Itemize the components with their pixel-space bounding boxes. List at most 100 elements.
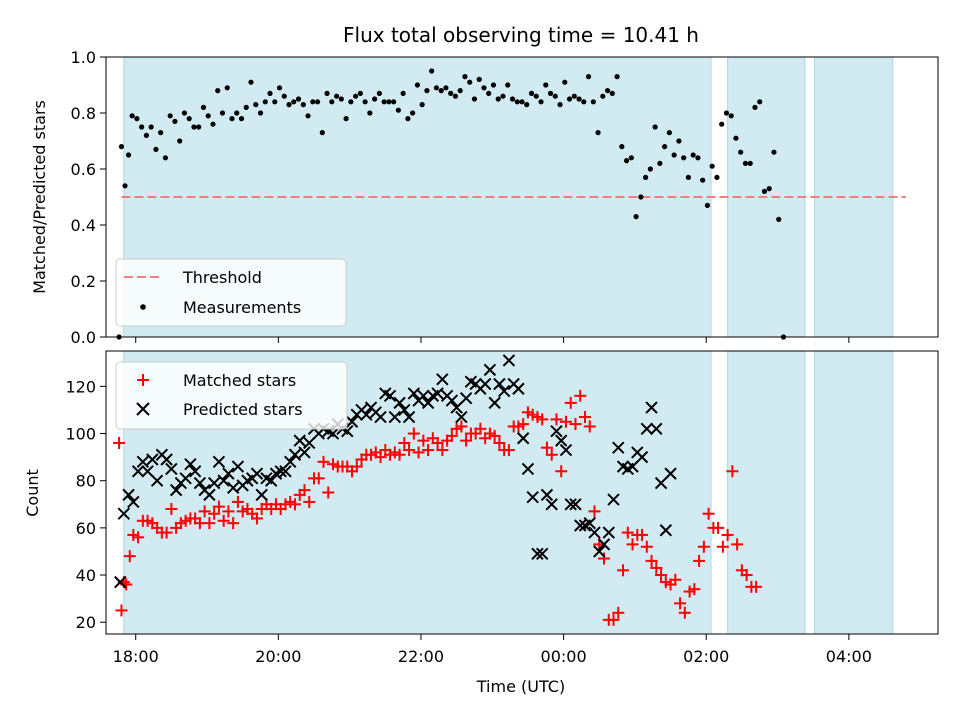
measurement-point — [719, 121, 725, 127]
measurement-point — [628, 155, 634, 161]
measurement-point — [410, 110, 416, 116]
measurement-point — [462, 74, 468, 80]
measurement-point — [761, 188, 768, 194]
bottom-y-tick-label: 100 — [65, 425, 96, 444]
matched-star-point — [198, 505, 211, 518]
matched-star-point — [113, 436, 126, 449]
predicted-star-point — [274, 465, 287, 478]
measurement-point — [205, 113, 211, 119]
predicted-star-point — [635, 450, 649, 464]
measurement-point — [248, 79, 254, 85]
measurement-point — [742, 160, 749, 166]
predicted-star-point — [593, 545, 606, 558]
measurement-point — [148, 124, 154, 130]
matched-star-point — [445, 429, 458, 442]
matched-star-point — [250, 512, 263, 525]
x-tick-label: 02:00 — [683, 647, 729, 666]
matched-star-point — [550, 413, 563, 426]
bottom-legend: Matched stars Predicted stars — [115, 361, 348, 430]
measurement-point — [122, 183, 128, 189]
matched-star-point — [393, 448, 406, 461]
measurement-point — [395, 107, 401, 113]
measurement-point — [623, 158, 630, 164]
measurement-point — [125, 152, 132, 158]
predicted-star-point — [564, 498, 577, 511]
measurement-point — [552, 93, 558, 99]
measurement-point — [747, 160, 753, 166]
measurement-point — [514, 99, 520, 105]
predicted-star-point — [374, 410, 387, 424]
predicted-legend-label: Predicted stars — [183, 400, 303, 419]
threshold-legend-label: Threshold — [182, 268, 262, 287]
matched-star-point — [640, 540, 653, 553]
matched-star-point — [536, 413, 549, 426]
predicted-star-point — [569, 498, 582, 511]
matched-star-point — [455, 420, 468, 433]
measurement-point — [643, 174, 649, 180]
matched-star-point — [222, 505, 235, 518]
measurement-point — [181, 110, 188, 116]
measurement-point — [333, 93, 340, 99]
matched-star-point — [298, 484, 311, 497]
matched-star-point — [678, 606, 691, 619]
predicted-star-point — [431, 387, 444, 400]
predicted-star-point — [650, 422, 663, 436]
bottom-y-tick-label: 80 — [76, 472, 96, 491]
measurement-point — [405, 116, 411, 122]
matched-star-point — [231, 495, 244, 508]
measurement-point — [367, 110, 373, 116]
measurement-point — [329, 99, 335, 105]
matched-star-point — [422, 444, 435, 457]
measurement-point — [229, 116, 235, 122]
matched-star-point — [607, 613, 620, 626]
matched-star-point — [474, 422, 487, 435]
predicted-star-point — [402, 410, 416, 424]
measurement-point — [723, 110, 730, 116]
predicted-star-point — [222, 467, 235, 480]
top-y-tick-label: 0.8 — [71, 104, 96, 123]
predicted-star-point — [127, 495, 140, 509]
matched-star-point — [669, 573, 682, 586]
measurement-point — [243, 104, 249, 110]
predicted-star-point — [136, 455, 150, 469]
matched-star-point — [227, 517, 240, 530]
matched-star-point — [564, 396, 577, 409]
measurement-point — [167, 113, 173, 119]
bottom-y-tick-label: 60 — [76, 519, 96, 538]
predicted-star-point — [207, 476, 221, 490]
measurement-point — [372, 96, 378, 102]
predicted-star-point — [417, 389, 430, 403]
predicted-star-point — [203, 488, 216, 502]
measurement-point — [314, 99, 321, 105]
measurement-point — [471, 96, 478, 102]
predicted-star-point — [150, 474, 164, 487]
predicted-star-point — [165, 462, 178, 476]
measurement-point — [500, 93, 506, 99]
measurement-point — [162, 155, 169, 161]
measurement-point — [614, 74, 620, 80]
measurement-point — [757, 99, 763, 105]
measurement-point — [424, 88, 430, 94]
measurement-point — [419, 102, 425, 108]
matched-star-point — [374, 451, 387, 464]
predicted-star-point — [279, 465, 292, 478]
predicted-star-point — [535, 547, 549, 561]
matched-star-point — [688, 583, 701, 596]
matched-star-point — [412, 446, 425, 459]
predicted-star-point — [131, 465, 145, 478]
matched-star-point — [493, 436, 506, 449]
predicted-star-point — [298, 446, 311, 459]
predicted-star-point — [436, 373, 449, 386]
matched-star-point — [488, 429, 501, 442]
predicted-star-point — [212, 455, 226, 469]
measurement-point — [709, 163, 715, 169]
predicted-star-point — [640, 422, 654, 436]
measurement-point — [139, 124, 145, 130]
measurement-point — [738, 149, 744, 155]
matched-star-point — [721, 528, 734, 541]
top-y-ticks: 0.0 0.2 0.4 0.6 0.8 1.0 — [71, 48, 106, 347]
matched-star-point — [303, 495, 316, 508]
predicted-star-point — [184, 457, 197, 471]
matched-star-point — [417, 434, 430, 447]
matched-star-point — [702, 507, 715, 520]
